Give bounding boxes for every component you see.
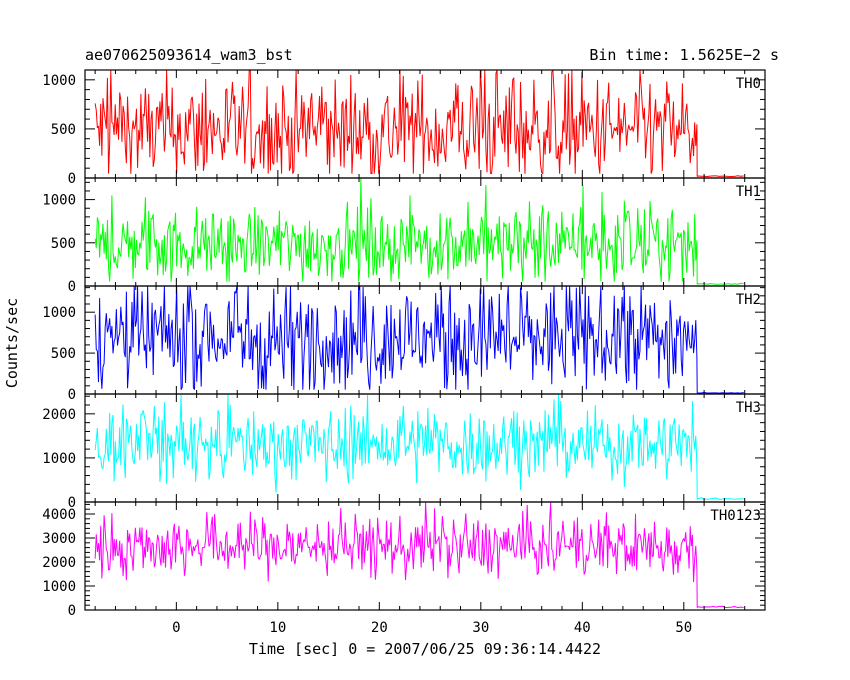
series-line-th3 bbox=[94, 394, 744, 500]
series-line-th1 bbox=[94, 178, 744, 285]
panel-frame bbox=[84, 501, 766, 611]
y-tick-label: 1000 bbox=[42, 451, 76, 467]
x-tick-label: 40 bbox=[574, 620, 591, 636]
bin-time-label: Bin time: 1.5625E−2 s bbox=[589, 46, 779, 64]
panel-label: TH0123 bbox=[710, 508, 761, 524]
y-tick-label: 4000 bbox=[42, 507, 76, 523]
panels-group: 0 500 1000 TH0 0 500 1000 TH1 0 500 1000 TH2 0 1000 20… bbox=[42, 69, 766, 619]
y-tick-label: 2000 bbox=[42, 407, 76, 423]
panel-th1: 0 500 1000 TH1 bbox=[42, 177, 766, 295]
y-tick-label: 1000 bbox=[42, 73, 76, 89]
y-tick-label: 1000 bbox=[42, 305, 76, 321]
panel-label: TH1 bbox=[736, 184, 761, 200]
plot-title: ae070625093614_wam3_bst bbox=[85, 46, 293, 64]
y-tick-label: 500 bbox=[51, 236, 76, 252]
y-tick-label: 1000 bbox=[42, 193, 76, 209]
series-line-th0123 bbox=[94, 502, 744, 609]
y-tick-label: 2000 bbox=[42, 555, 76, 571]
panel-th3: 0 1000 2000 TH3 bbox=[42, 393, 766, 511]
x-axis: 0 10 20 30 40 50 bbox=[172, 620, 692, 636]
series-line-th2 bbox=[94, 285, 744, 394]
y-tick-label: 500 bbox=[51, 122, 76, 138]
x-tick-label: 50 bbox=[675, 620, 692, 636]
y-tick-label: 0 bbox=[68, 279, 76, 295]
panel-label: TH2 bbox=[736, 292, 761, 308]
x-tick-label: 20 bbox=[371, 620, 388, 636]
panel-label: TH0 bbox=[736, 76, 761, 92]
y-tick-label: 0 bbox=[68, 603, 76, 619]
y-tick-label: 0 bbox=[68, 387, 76, 403]
panel-th0123: 0 1000 2000 3000 4000 TH0123 bbox=[42, 501, 766, 619]
y-tick-label: 0 bbox=[68, 495, 76, 511]
y-tick-label: 500 bbox=[51, 346, 76, 362]
y-axis-label: Counts/sec bbox=[3, 298, 21, 388]
panel-label: TH3 bbox=[736, 400, 761, 416]
y-tick-label: 0 bbox=[68, 171, 76, 187]
series-line-th0 bbox=[94, 69, 744, 177]
x-tick-label: 30 bbox=[472, 620, 489, 636]
x-axis-label: Time [sec] 0 = 2007/06/25 09:36:14.4422 bbox=[249, 640, 601, 658]
y-tick-label: 1000 bbox=[42, 579, 76, 595]
panel-th0: 0 500 1000 TH0 bbox=[42, 69, 766, 187]
y-tick-label: 3000 bbox=[42, 531, 76, 547]
panel-th2: 0 500 1000 TH2 bbox=[42, 285, 766, 403]
x-tick-label: 0 bbox=[172, 620, 180, 636]
x-tick-label: 10 bbox=[269, 620, 286, 636]
